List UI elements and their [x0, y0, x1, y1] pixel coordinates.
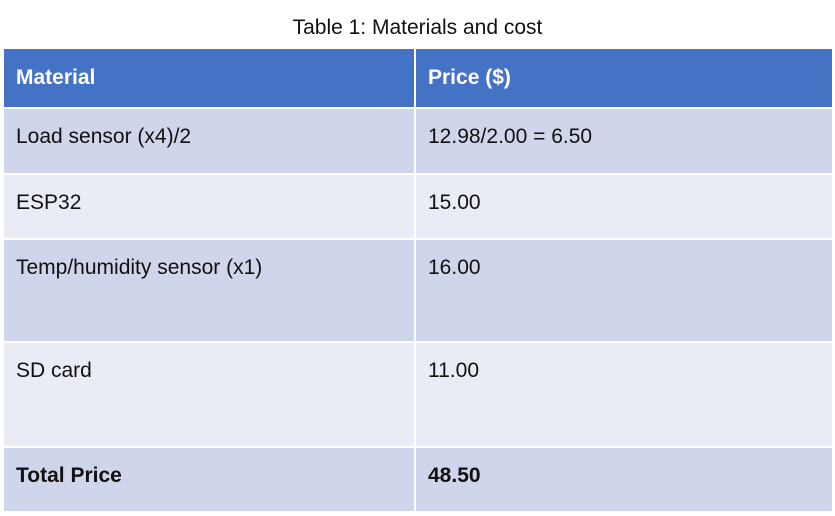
- total-row: Total Price 48.50: [2, 446, 834, 513]
- header-cell: Material: [2, 47, 416, 109]
- cell: Temp/humidity sensor (x1): [2, 238, 416, 343]
- cell-text: 12.98/2.00 = 6.50: [428, 125, 593, 148]
- cell: Total Price: [2, 446, 416, 513]
- cell: 48.50: [414, 446, 834, 513]
- cell-text: Temp/humidity sensor (x1): [16, 256, 263, 279]
- cell-text: SD card: [16, 359, 92, 382]
- row: SD card 11.00: [2, 341, 834, 448]
- cell-text: Total Price: [16, 464, 122, 487]
- row: Load sensor (x4)/2 12.98/2.00 = 6.50: [2, 107, 834, 175]
- cell: SD card: [2, 341, 416, 448]
- cell: 12.98/2.00 = 6.50: [414, 107, 834, 175]
- cell: 15.00: [414, 173, 834, 240]
- row: Temp/humidity sensor (x1) 16.00: [2, 238, 834, 343]
- cell: Load sensor (x4)/2: [2, 107, 416, 175]
- cell: ESP32: [2, 173, 416, 240]
- cell-text: 15.00: [428, 191, 481, 214]
- header-cell: Price ($): [414, 47, 834, 109]
- cell: 11.00: [414, 341, 834, 448]
- header-row: Material Price ($): [2, 47, 834, 109]
- table-caption: Table 1: Materials and cost: [292, 16, 543, 39]
- cell-text: ESP32: [16, 191, 82, 214]
- row: ESP32 15.00: [2, 173, 834, 240]
- cell: 16.00: [414, 238, 834, 343]
- cell-text: 48.50: [428, 464, 481, 487]
- cell-text: 16.00: [428, 256, 481, 279]
- materials-table: Material Price ($) Load sensor (x4)/2 12…: [2, 47, 834, 513]
- cell-text: Load sensor (x4)/2: [16, 125, 192, 148]
- cell-text: 11.00: [428, 359, 479, 382]
